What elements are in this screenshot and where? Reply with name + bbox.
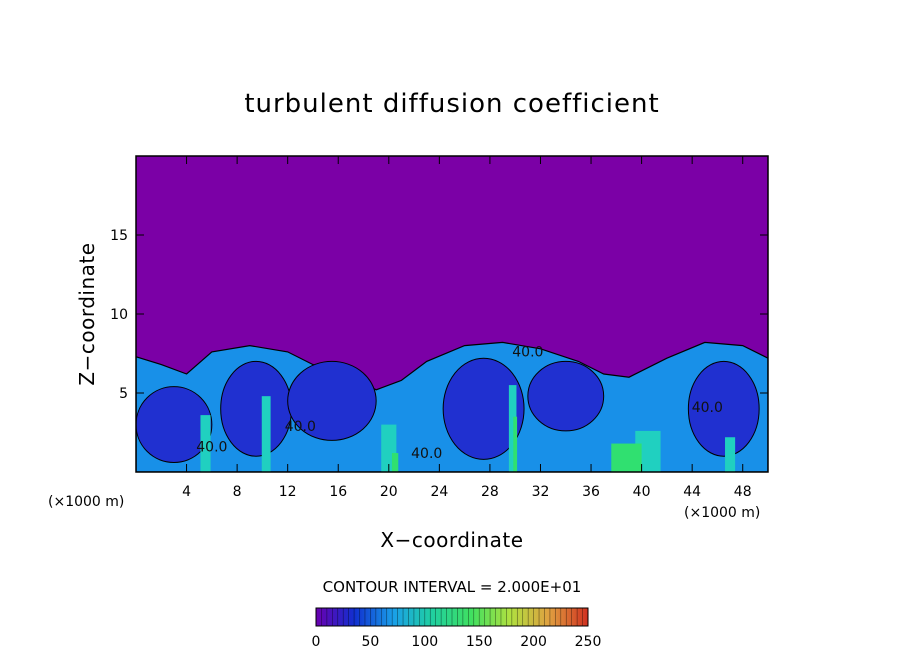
eddy-core (527, 360, 605, 432)
contour-label: 40.0 (692, 400, 723, 416)
x-tick-label: 20 (380, 484, 398, 500)
y-axis-title: Z−coordinate (75, 242, 99, 385)
eddy-core (220, 360, 292, 457)
colorbar-stripes (315, 608, 589, 626)
colorbar-tick-label: 100 (411, 634, 438, 650)
x-tick-label: 8 (233, 484, 242, 500)
peak-diffusion-zone (611, 443, 642, 472)
eddy-core (687, 360, 760, 457)
high-diffusion-plume (261, 396, 271, 472)
colorbar-tick-label: 200 (520, 634, 547, 650)
x-tick-label: 12 (279, 484, 297, 500)
colorbar-labels: 0 50 100 150 200 250 (312, 634, 602, 650)
peak-diffusion-zone (513, 416, 518, 472)
x-tick-label: 48 (734, 484, 752, 500)
x-unit-right: (×1000 m) (684, 505, 760, 521)
x-tick-label: 44 (683, 484, 701, 500)
x-tick-label: 24 (430, 484, 448, 500)
contour-label: 40.0 (411, 446, 442, 462)
x-unit-left: (×1000 m) (48, 494, 124, 510)
x-tick-label: 28 (481, 484, 499, 500)
colorbar-tick-label: 150 (466, 634, 493, 650)
field-layer (136, 341, 768, 472)
contour-label: 40.0 (512, 345, 543, 361)
colorbar-tick-label: 250 (575, 634, 602, 650)
x-tick-label: 16 (329, 484, 347, 500)
y-tick-label: 10 (110, 307, 128, 323)
high-diffusion-plume (200, 415, 211, 472)
contour-label-layer: 40.0 40.0 40.0 40.0 40.0 (196, 345, 723, 462)
plot-area: 40.040.0 40.040.040.0 4 8 12 16 20 24 28 32 36 40 4… (110, 155, 769, 500)
x-axis-title: X−coordinate (380, 528, 523, 552)
chart-title: turbulent diffusion coefficient (244, 89, 659, 119)
y-tick-label: 15 (110, 228, 128, 244)
colorbar: 0 50 100 150 200 250 (312, 607, 602, 650)
y-tick-label: 5 (119, 386, 128, 402)
colorbar-tick-label: 0 (312, 634, 321, 650)
peak-diffusion-zone (391, 453, 399, 472)
x-tick-label: 36 (582, 484, 600, 500)
eddy-core (136, 386, 213, 464)
eddy-core (442, 357, 525, 460)
contour-label: 40.0 (196, 439, 227, 455)
contour-interval-label: CONTOUR INTERVAL = 2.000E+01 (323, 578, 582, 596)
x-tick-label: 32 (532, 484, 550, 500)
contour-label: 40.0 (285, 419, 316, 435)
high-diffusion-plume (725, 437, 736, 472)
y-ticks: 5 10 15 (110, 228, 768, 402)
x-ticks: 4 8 12 16 20 24 28 32 36 40 44 48 (182, 156, 752, 500)
eddy-core (287, 360, 377, 441)
x-tick-label: 4 (182, 484, 191, 500)
colorbar-tick-label: 50 (361, 634, 379, 650)
x-tick-label: 40 (633, 484, 651, 500)
high-diffusion-plume (508, 385, 517, 472)
